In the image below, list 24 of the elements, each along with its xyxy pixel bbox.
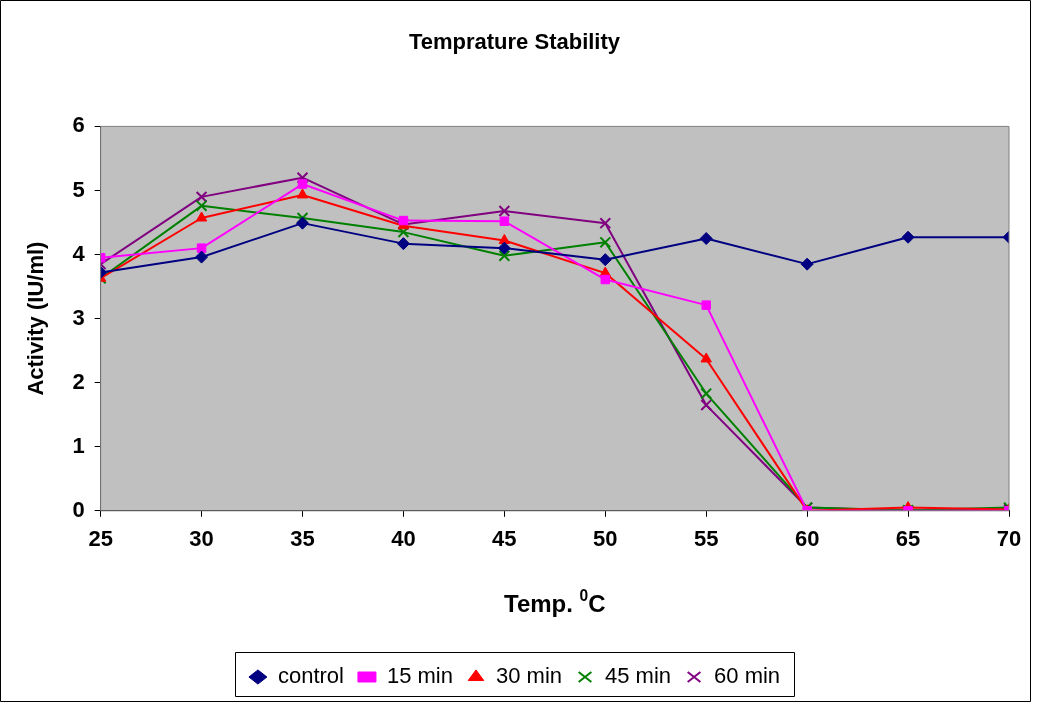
- x-tick-label: 25: [88, 526, 113, 552]
- y-tick-label: 5: [72, 176, 85, 202]
- x-tick-label: 30: [189, 526, 214, 552]
- x-tick-label: 60: [794, 526, 820, 552]
- legend-label: 60 min: [714, 663, 781, 689]
- y-axis-title: Activity (IU/ml): [23, 241, 49, 396]
- x-tick-label: 55: [693, 526, 719, 552]
- x-tick-label: 70: [996, 526, 1022, 552]
- legend-label: 15 min: [386, 663, 453, 689]
- y-tick-label: 0: [72, 496, 85, 522]
- legend-label: 30 min: [495, 663, 563, 689]
- x-tick-label: 65: [895, 526, 921, 552]
- chart-title: Temprature Stability: [408, 29, 621, 55]
- x-tick-label: 40: [391, 526, 416, 552]
- y-tick-label: 2: [72, 368, 85, 394]
- y-tick-label: 4: [72, 240, 86, 266]
- y-tick-label: 3: [72, 304, 85, 330]
- y-tick-label: 6: [72, 112, 85, 138]
- legend-label: control: [277, 663, 344, 689]
- x-tick-label: 50: [593, 526, 618, 552]
- x-tick-label: 45: [492, 526, 517, 552]
- x-tick-label: 35: [290, 526, 315, 552]
- y-tick-label: 1: [72, 432, 85, 458]
- legend-label: 45 min: [605, 663, 672, 689]
